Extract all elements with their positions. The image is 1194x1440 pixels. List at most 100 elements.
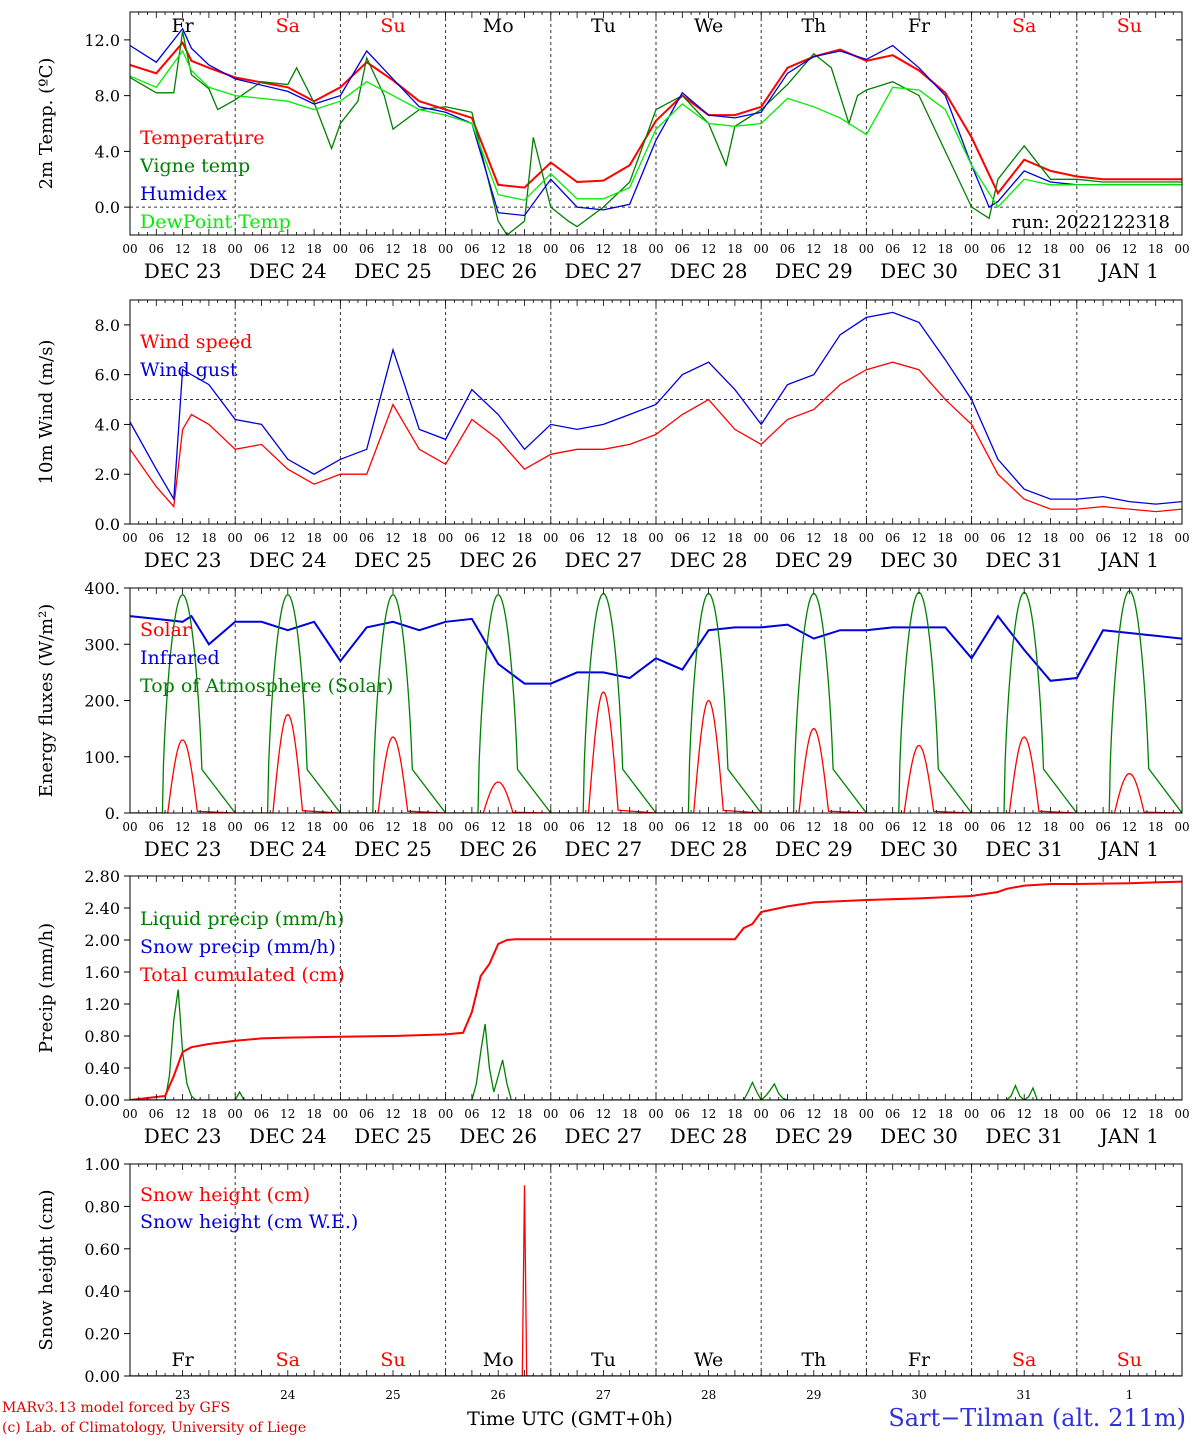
hour-tick-label: 00	[438, 242, 453, 256]
series-solar	[130, 691, 1182, 813]
hour-tick-label: 00	[228, 531, 243, 545]
day-number-label: 25	[385, 1388, 400, 1402]
hour-tick-label: 06	[675, 820, 690, 834]
series-vigne-temp	[130, 31, 1182, 235]
date-label: DEC 27	[565, 548, 643, 572]
series-wind-gust	[130, 311, 1182, 505]
hour-tick-label: 12	[280, 531, 295, 545]
hour-tick-label: 00	[543, 531, 558, 545]
hour-tick-label: 18	[622, 242, 637, 256]
hour-tick-label: 06	[149, 531, 164, 545]
series-liquid-precip-mm-h	[130, 989, 1182, 1100]
date-label: DEC 24	[249, 548, 327, 572]
hour-tick-label: 00	[754, 531, 769, 545]
hour-tick-label: 12	[806, 820, 821, 834]
hour-tick-label: 06	[569, 242, 584, 256]
hour-tick-label: 12	[1017, 1107, 1032, 1121]
date-label: DEC 30	[880, 548, 958, 572]
day-number-label: 24	[280, 1388, 296, 1402]
day-number-label: 1	[1126, 1388, 1134, 1402]
hour-tick-label: 00	[333, 820, 348, 834]
y-tick-label: 0.20	[84, 1325, 120, 1344]
y-tick-label: 8.0	[95, 87, 120, 106]
date-label: DEC 24	[249, 1124, 327, 1148]
hour-tick-label: 18	[517, 531, 532, 545]
date-label: DEC 28	[670, 259, 748, 283]
hour-tick-label: 06	[780, 242, 795, 256]
hour-tick-label: 18	[832, 820, 847, 834]
hour-tick-label: 12	[911, 1107, 926, 1121]
hour-tick-label: 18	[727, 1107, 742, 1121]
hour-tick-label: 00	[1174, 242, 1189, 256]
hour-tick-label: 12	[596, 1107, 611, 1121]
day-number-label: 26	[491, 1388, 506, 1402]
hour-tick-label: 00	[543, 820, 558, 834]
hour-tick-label: 12	[806, 531, 821, 545]
hour-tick-label: 00	[543, 242, 558, 256]
hour-tick-label: 06	[359, 820, 374, 834]
date-label: JAN 1	[1098, 1124, 1159, 1148]
hour-tick-label: 18	[517, 242, 532, 256]
hour-tick-label: 00	[122, 242, 137, 256]
legend-item: Wind speed	[140, 331, 252, 353]
y-tick-label: 2.0	[95, 465, 120, 484]
hour-tick-label: 06	[464, 820, 479, 834]
day-number-label: 30	[911, 1388, 926, 1402]
hour-tick-label: 18	[938, 531, 953, 545]
y-tick-label: 1.60	[84, 963, 120, 982]
hour-tick-label: 00	[1174, 1107, 1189, 1121]
hour-tick-label: 12	[1017, 531, 1032, 545]
hour-tick-label: 06	[464, 242, 479, 256]
hour-tick-label: 00	[1174, 820, 1189, 834]
date-label: DEC 29	[775, 1124, 853, 1148]
hour-tick-label: 18	[201, 531, 216, 545]
plot-frame	[129, 299, 1183, 525]
hour-tick-label: 18	[201, 820, 216, 834]
hour-tick-label: 00	[964, 242, 979, 256]
y-tick-label: 300.	[84, 635, 120, 654]
date-label: DEC 28	[670, 837, 748, 861]
legend-item: Snow height (cm)	[140, 1184, 310, 1206]
day-number-label: 23	[175, 1388, 190, 1402]
date-label: DEC 23	[144, 1124, 222, 1148]
hour-tick-label: 18	[727, 820, 742, 834]
date-label: DEC 30	[880, 1124, 958, 1148]
date-label: DEC 29	[775, 837, 853, 861]
date-label: DEC 31	[985, 548, 1063, 572]
hour-tick-label: 12	[1017, 242, 1032, 256]
hour-tick-label: 18	[938, 242, 953, 256]
hour-tick-label: 06	[254, 1107, 269, 1121]
hour-tick-label: 18	[1043, 242, 1058, 256]
legend-item: Snow precip (mm/h)	[140, 936, 336, 958]
hour-tick-label: 12	[385, 242, 400, 256]
hour-tick-label: 12	[491, 820, 506, 834]
y-tick-label: 6.0	[95, 366, 120, 385]
hour-tick-label: 12	[701, 531, 716, 545]
hour-tick-label: 18	[1043, 820, 1058, 834]
hour-tick-label: 00	[859, 242, 874, 256]
hour-tick-label: 18	[622, 531, 637, 545]
hour-tick-label: 18	[201, 1107, 216, 1121]
hour-tick-label: 12	[175, 242, 190, 256]
legend-item: Snow height (cm W.E.)	[140, 1211, 358, 1233]
weekday-label: Su	[380, 1349, 405, 1371]
hour-tick-label: 06	[780, 820, 795, 834]
hour-tick-label: 18	[1043, 531, 1058, 545]
hour-tick-label: 18	[832, 531, 847, 545]
date-label: DEC 31	[985, 1124, 1063, 1148]
weekday-label: We	[694, 1349, 723, 1371]
weekday-label: Th	[801, 1349, 826, 1371]
date-label: DEC 25	[354, 259, 432, 283]
weekday-label: Fr	[171, 15, 194, 37]
hour-tick-label: 12	[1122, 531, 1137, 545]
date-label: DEC 26	[459, 837, 537, 861]
date-label: DEC 30	[880, 259, 958, 283]
hour-tick-label: 18	[832, 242, 847, 256]
x-axis-label: Time UTC (GMT+0h)	[467, 1408, 673, 1430]
date-label: DEC 26	[459, 259, 537, 283]
panel-precip: 0.00 0.40 0.80 1.20 1.60 2.00 2.40 2.80 Precip (…	[36, 867, 1190, 1148]
hour-tick-label: 06	[1095, 820, 1110, 834]
date-label: DEC 24	[249, 259, 327, 283]
weekday-label: Sa	[1012, 1349, 1036, 1371]
